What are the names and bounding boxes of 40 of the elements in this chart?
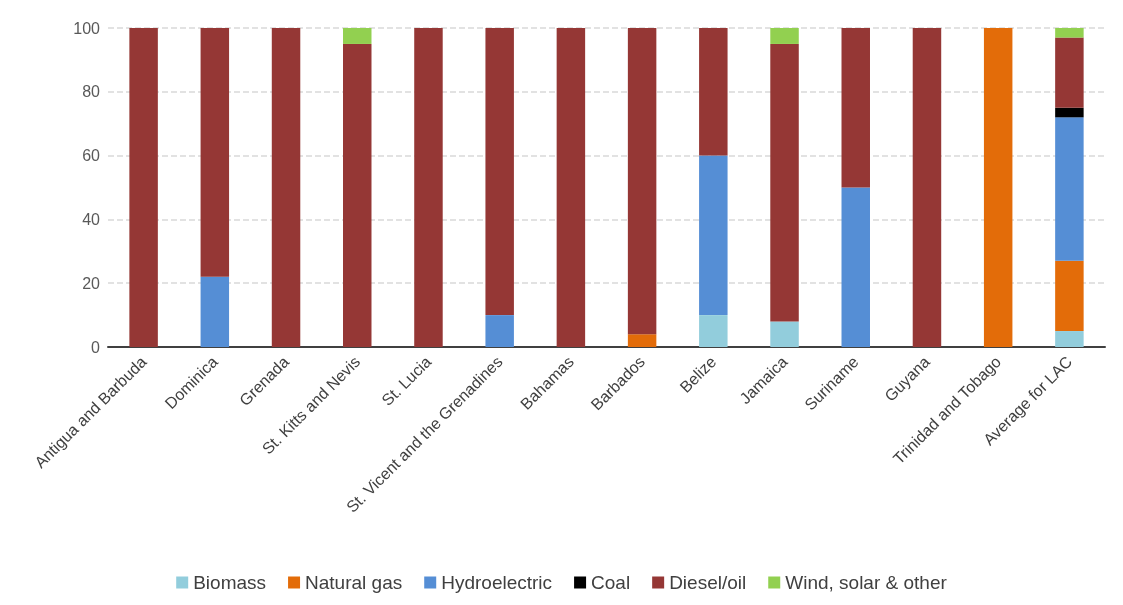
y-tick-label: 20 xyxy=(82,274,101,292)
legend-label: Wind, solar & other xyxy=(785,572,948,593)
bar xyxy=(343,28,372,44)
bar xyxy=(1055,37,1084,108)
bar xyxy=(841,28,870,188)
y-tick-label: 60 xyxy=(82,147,101,165)
bar xyxy=(129,28,158,347)
bar xyxy=(699,155,728,316)
bar xyxy=(1055,28,1084,38)
bar xyxy=(983,28,1013,347)
bar xyxy=(1055,260,1084,332)
bar xyxy=(699,28,728,156)
legend-label: Diesel/oil xyxy=(669,572,747,593)
y-tick-label: 40 xyxy=(82,210,101,228)
y-tick-label: 0 xyxy=(91,338,101,356)
y-tick-label: 80 xyxy=(82,83,101,101)
y-tick-label: 100 xyxy=(73,19,101,37)
bar xyxy=(343,43,372,347)
bar xyxy=(1055,117,1084,261)
bar xyxy=(770,43,799,322)
bar xyxy=(485,315,514,347)
bar xyxy=(627,334,657,347)
bar xyxy=(485,28,514,316)
bar xyxy=(699,315,728,347)
legend-label: Coal xyxy=(591,572,631,593)
bar xyxy=(627,28,657,335)
bar xyxy=(200,28,230,277)
bar xyxy=(271,28,301,347)
bar xyxy=(414,28,443,347)
bar xyxy=(841,187,870,347)
bar xyxy=(556,28,586,347)
bar xyxy=(200,276,230,347)
bar xyxy=(912,28,942,347)
bar xyxy=(770,28,799,44)
bar xyxy=(770,321,799,347)
legend-label: Hydroelectric xyxy=(441,572,553,593)
bar xyxy=(1055,107,1084,118)
legend-label: Biomass xyxy=(193,572,267,593)
legend-label: Natural gas xyxy=(305,572,403,593)
bar xyxy=(1055,331,1084,347)
